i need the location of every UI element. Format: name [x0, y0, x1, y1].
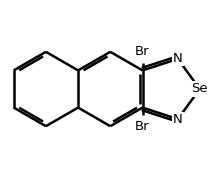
Text: Se: Se [191, 82, 208, 96]
Text: N: N [173, 52, 183, 66]
Text: Br: Br [135, 120, 150, 133]
Text: N: N [173, 112, 183, 126]
Text: Br: Br [135, 45, 150, 58]
